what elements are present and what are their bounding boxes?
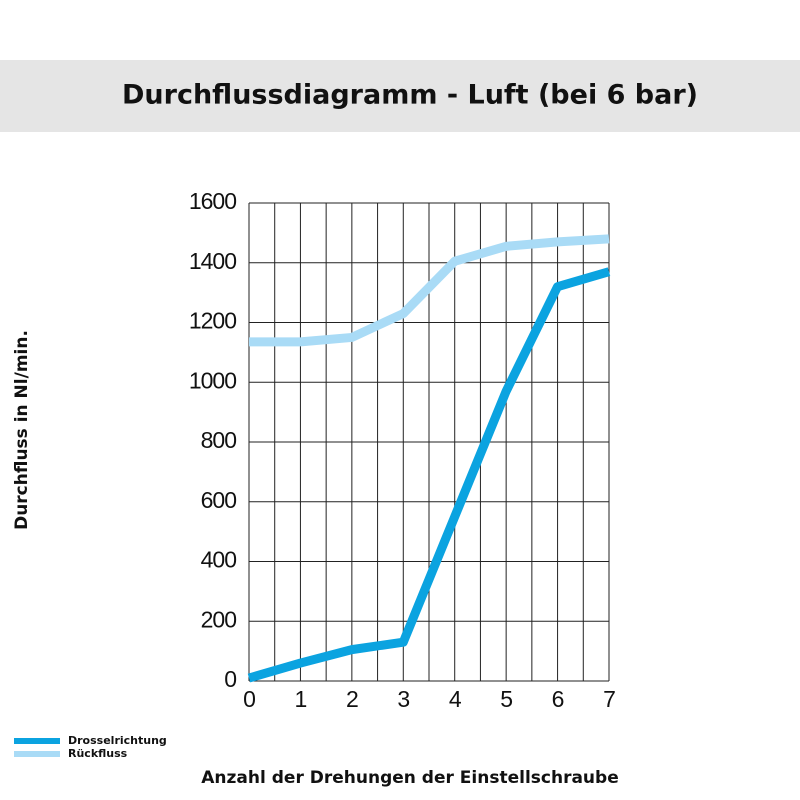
- y-tick-label: 1400: [189, 248, 236, 274]
- y-tick-label: 1600: [189, 188, 236, 214]
- y-tick-label: 400: [201, 547, 237, 573]
- x-tick-label: 0: [243, 686, 255, 712]
- x-tick-label: 6: [552, 686, 564, 712]
- x-tick-label: 4: [449, 686, 462, 712]
- y-tick-label: 200: [201, 606, 237, 632]
- series-line: [249, 234, 610, 347]
- x-tick-label: 5: [500, 686, 512, 712]
- y-tick-label: 0: [224, 666, 236, 692]
- x-tick-label: 3: [397, 686, 409, 712]
- y-tick-label: 1200: [189, 308, 236, 334]
- series-line: [247, 267, 611, 683]
- chart-title: Durchflussdiagramm - Luft (bei 6 bar): [122, 80, 698, 111]
- x-axis-label: Anzahl der Drehungen der Einstellschraub…: [201, 768, 618, 788]
- y-axis-label: Durchfluss in Nl/min.: [12, 330, 32, 530]
- y-tick-label: 600: [201, 487, 237, 513]
- legend-label: Drosselrichtung: [68, 734, 167, 747]
- x-tick-label: 1: [295, 686, 307, 712]
- y-tick-label: 1000: [189, 367, 236, 393]
- legend-label: Rückfluss: [68, 747, 128, 760]
- y-tick-label: 800: [201, 427, 237, 453]
- title-band: [0, 60, 800, 132]
- x-tick-label: 7: [603, 686, 615, 712]
- x-tick-label: 2: [346, 686, 358, 712]
